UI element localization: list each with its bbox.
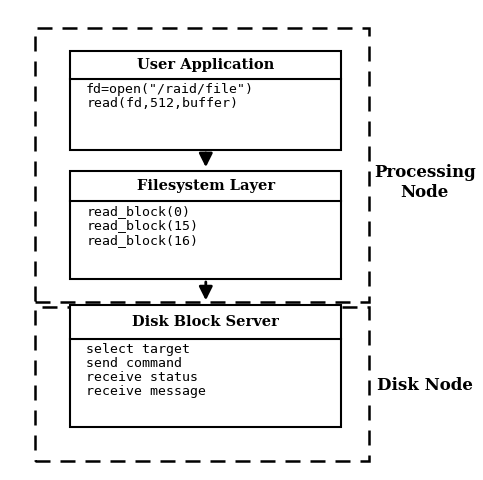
Text: read(fd,512,buffer): read(fd,512,buffer) xyxy=(86,97,238,110)
Text: User Application: User Application xyxy=(137,58,274,72)
Text: Disk Block Server: Disk Block Server xyxy=(132,314,279,329)
Bar xyxy=(35,307,369,461)
Text: Disk Node: Disk Node xyxy=(377,377,472,394)
Text: fd=open("/raid/file"): fd=open("/raid/file") xyxy=(86,83,254,96)
Text: select target: select target xyxy=(86,343,190,356)
Text: Filesystem Layer: Filesystem Layer xyxy=(137,179,275,193)
Text: receive status: receive status xyxy=(86,371,198,384)
Text: send command: send command xyxy=(86,357,182,370)
Text: Processing
Node: Processing Node xyxy=(374,164,476,201)
Text: receive message: receive message xyxy=(86,385,206,398)
Text: read_block(15): read_block(15) xyxy=(86,219,198,232)
Text: read_block(0): read_block(0) xyxy=(86,205,190,218)
Text: read_block(16): read_block(16) xyxy=(86,234,198,247)
Bar xyxy=(70,51,341,150)
Bar xyxy=(70,304,341,427)
Bar xyxy=(70,171,341,279)
Bar xyxy=(35,28,369,302)
